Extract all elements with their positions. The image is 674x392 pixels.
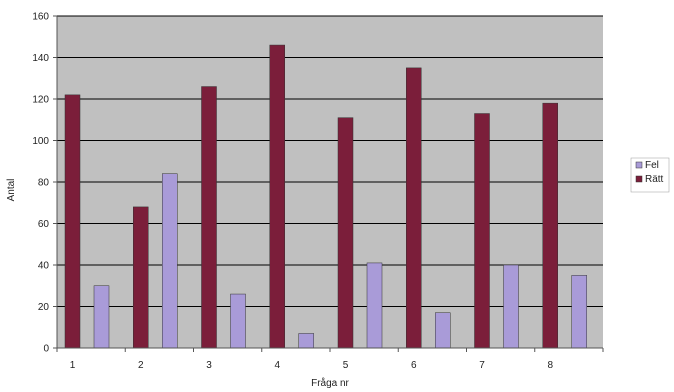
bar-ratt-6 bbox=[406, 67, 422, 349]
x-tick-label: 5 bbox=[343, 360, 349, 371]
y-tick-label: 100 bbox=[32, 136, 49, 147]
y-tick-label: 160 bbox=[32, 12, 49, 23]
y-tick-label: 60 bbox=[38, 219, 50, 230]
bar-fel-8 bbox=[571, 275, 587, 349]
y-tick-label: 40 bbox=[38, 261, 50, 272]
y-tick-label: 0 bbox=[43, 344, 49, 355]
bar-fel-4 bbox=[298, 333, 314, 349]
y-tick-labels: 0 20 40 60 80 100 120 140 160 bbox=[32, 12, 57, 355]
bar-ratt-4 bbox=[269, 44, 285, 349]
bar-fel-6 bbox=[435, 312, 451, 349]
x-tick-label: 4 bbox=[274, 360, 280, 371]
bar-fel-2 bbox=[162, 173, 178, 349]
x-axis-title: Fråga nr bbox=[311, 377, 349, 389]
bar-fel-1 bbox=[93, 285, 110, 349]
y-tick-label: 120 bbox=[32, 95, 49, 106]
y-tick-label: 140 bbox=[32, 53, 49, 64]
y-tick-label: 20 bbox=[38, 302, 50, 313]
legend: Fel Rätt bbox=[630, 157, 670, 193]
bar-ratt-1 bbox=[64, 94, 81, 349]
x-tick-label: 3 bbox=[206, 360, 212, 371]
x-tick-label: 2 bbox=[138, 360, 144, 371]
x-tick-label: 6 bbox=[411, 360, 417, 371]
legend-label: Rätt bbox=[645, 174, 664, 185]
x-tick-labels: 1 2 3 4 5 6 7 8 bbox=[56, 348, 604, 371]
x-tick-label: 1 bbox=[70, 360, 76, 371]
bar-ratt-2 bbox=[133, 206, 149, 349]
bar-ratt-7 bbox=[474, 113, 490, 349]
legend-swatch bbox=[635, 161, 643, 169]
bar-fel-5 bbox=[366, 262, 383, 349]
bar-fel-3 bbox=[230, 293, 246, 349]
bar-ratt-5 bbox=[337, 117, 354, 349]
legend-swatch bbox=[635, 175, 643, 183]
x-tick-label: 8 bbox=[547, 360, 553, 371]
y-axis-title: Antal bbox=[6, 179, 17, 202]
x-tick-label: 7 bbox=[479, 360, 485, 371]
y-tick-label: 80 bbox=[38, 178, 50, 189]
bar-ratt-3 bbox=[201, 86, 217, 349]
bar-fel-7 bbox=[503, 264, 519, 349]
bar-ratt-8 bbox=[542, 102, 558, 349]
legend-label: Fel bbox=[645, 160, 659, 171]
